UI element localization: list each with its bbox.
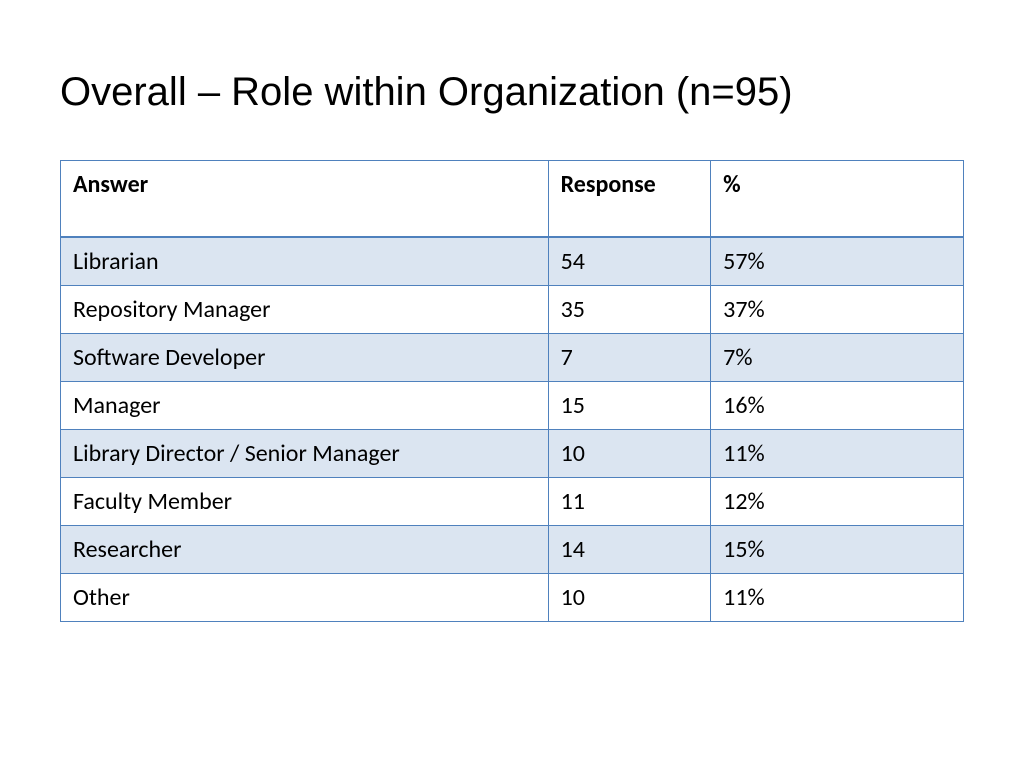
cell-answer: Manager	[61, 381, 549, 429]
cell-percent: 37%	[711, 285, 964, 333]
cell-percent: 11%	[711, 429, 964, 477]
cell-answer: Other	[61, 573, 549, 621]
cell-answer: Repository Manager	[61, 285, 549, 333]
cell-answer: Researcher	[61, 525, 549, 573]
col-header-percent: %	[711, 161, 964, 237]
table-row: Library Director / Senior Manager1011%	[61, 429, 964, 477]
table-row: Librarian5457%	[61, 237, 964, 286]
cell-response: 10	[548, 573, 711, 621]
cell-response: 35	[548, 285, 711, 333]
table-row: Manager1516%	[61, 381, 964, 429]
table-header-row: Answer Response %	[61, 161, 964, 237]
role-table: Answer Response % Librarian5457%Reposito…	[60, 160, 964, 622]
cell-response: 11	[548, 477, 711, 525]
table-row: Software Developer77%	[61, 333, 964, 381]
cell-answer: Faculty Member	[61, 477, 549, 525]
cell-answer: Software Developer	[61, 333, 549, 381]
cell-percent: 12%	[711, 477, 964, 525]
cell-percent: 7%	[711, 333, 964, 381]
table-row: Researcher1415%	[61, 525, 964, 573]
page-title: Overall – Role within Organization (n=95…	[60, 70, 964, 115]
table-row: Repository Manager3537%	[61, 285, 964, 333]
col-header-answer: Answer	[61, 161, 549, 237]
cell-response: 10	[548, 429, 711, 477]
table-row: Other1011%	[61, 573, 964, 621]
cell-response: 15	[548, 381, 711, 429]
cell-response: 7	[548, 333, 711, 381]
table-row: Faculty Member1112%	[61, 477, 964, 525]
cell-percent: 57%	[711, 237, 964, 286]
cell-answer: Library Director / Senior Manager	[61, 429, 549, 477]
cell-percent: 11%	[711, 573, 964, 621]
col-header-response: Response	[548, 161, 711, 237]
cell-response: 54	[548, 237, 711, 286]
cell-answer: Librarian	[61, 237, 549, 286]
cell-percent: 16%	[711, 381, 964, 429]
cell-response: 14	[548, 525, 711, 573]
cell-percent: 15%	[711, 525, 964, 573]
